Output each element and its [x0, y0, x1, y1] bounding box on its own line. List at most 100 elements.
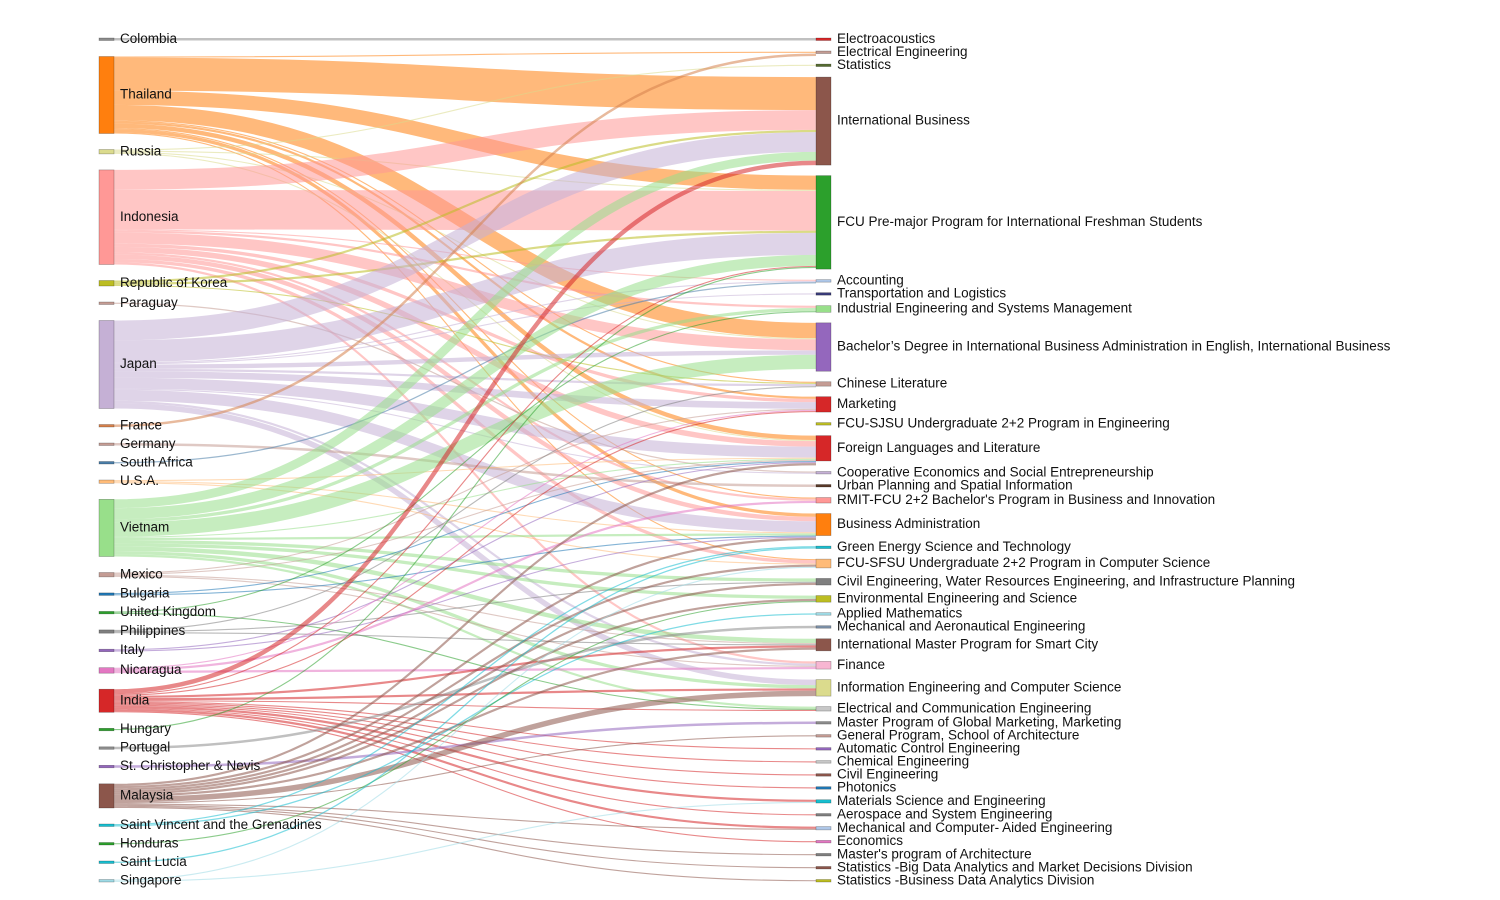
target-node-master-program-of-global-marketing-marketing[interactable]	[815, 721, 832, 725]
source-node-mexico[interactable]	[98, 572, 115, 578]
target-node-economics[interactable]	[815, 840, 832, 844]
source-node-south-africa[interactable]	[98, 461, 115, 465]
link-malaysia-to-information-engineering-and-computer-science	[113, 690, 817, 803]
source-node-vietnam[interactable]	[98, 498, 115, 557]
source-node-italy[interactable]	[98, 648, 115, 653]
source-node-republic-of-korea[interactable]	[98, 280, 115, 287]
target-label-chemical-engineering: Chemical Engineering	[837, 753, 969, 768]
target-node-automatic-control-engineering[interactable]	[815, 747, 832, 751]
link-india-to-chemical-engineering	[113, 702, 817, 763]
target-node-industrial-engineering-and-systems-management[interactable]	[815, 305, 832, 313]
source-node-saint-vincent-and-the-grenadines[interactable]	[98, 823, 115, 827]
target-node-finance[interactable]	[815, 661, 832, 670]
target-node-electrical-engineering[interactable]	[815, 50, 832, 54]
link-indonesia-to-industrial-engineering-and-systems-management	[113, 230, 817, 308]
source-label-japan: Japan	[120, 356, 157, 371]
source-node-japan[interactable]	[98, 320, 115, 409]
target-node-electroacoustics[interactable]	[815, 37, 832, 41]
target-node-civil-engineering-water-resources-engineering-and-infrastructure-planning[interactable]	[815, 578, 832, 586]
source-node-russia[interactable]	[98, 149, 115, 155]
sankey-nodes	[98, 37, 832, 883]
source-node-singapore[interactable]	[98, 879, 115, 883]
target-node-foreign-languages-and-literature[interactable]	[815, 435, 832, 462]
link-thailand-to-electrical-engineering	[113, 51, 817, 58]
target-label-statistics-big-data-analytics-and-market-decisions-division: Statistics -Big Data Analytics and Marke…	[837, 859, 1193, 874]
source-label-france: France	[120, 417, 162, 432]
source-node-bulgaria[interactable]	[98, 592, 115, 596]
source-node-thailand[interactable]	[98, 56, 115, 134]
target-node-master-s-program-of-architecture[interactable]	[815, 853, 832, 857]
target-node-applied-mathematics[interactable]	[815, 612, 832, 616]
link-saint-vincent-and-the-grenadines-to-green-energy-science-and-technology	[113, 546, 817, 826]
target-node-marketing[interactable]	[815, 396, 832, 413]
target-node-international-business[interactable]	[815, 76, 832, 166]
link-malaysia-to-business-administration	[113, 537, 817, 789]
target-node-information-engineering-and-computer-science[interactable]	[815, 679, 832, 697]
source-node-st-christopher-nevis[interactable]	[98, 764, 115, 769]
link-malaysia-to-master-s-program-of-architecture	[113, 804, 817, 856]
target-node-statistics[interactable]	[815, 63, 832, 67]
target-node-chemical-engineering[interactable]	[815, 760, 832, 764]
link-vietnam-to-fcu-pre-major-program-for-international-freshman-students	[113, 254, 817, 520]
link-japan-to-accounting	[113, 280, 817, 364]
link-thailand-to-foreign-languages-and-literature	[113, 123, 817, 441]
source-node-hungary[interactable]	[98, 727, 115, 732]
link-india-to-international-business	[113, 160, 817, 694]
source-node-colombia[interactable]	[98, 37, 115, 41]
target-label-master-s-program-of-architecture: Master's program of Architecture	[837, 846, 1032, 861]
source-node-indonesia[interactable]	[98, 169, 115, 265]
target-node-electrical-and-communication-engineering[interactable]	[815, 706, 832, 712]
target-node-fcu-sfsu-undergraduate-2-2-program-in-computer-science[interactable]	[815, 558, 832, 569]
target-label-international-business: International Business	[837, 113, 970, 128]
target-node-rmit-fcu-2-2-bachelor-s-program-in-business-and-innovation[interactable]	[815, 497, 832, 504]
source-node-saint-lucia[interactable]	[98, 860, 115, 864]
link-singapore-to-fcu-sfsu-undergraduate-2-2-program-in-computer-science	[113, 566, 817, 881]
source-label-saint-lucia: Saint Lucia	[120, 854, 187, 869]
link-singapore-to-materials-science-and-engineering	[113, 801, 817, 882]
target-label-mechanical-and-computer-aided-engineering: Mechanical and Computer- Aided Engineeri…	[837, 820, 1112, 835]
target-label-aerospace-and-system-engineering: Aerospace and System Engineering	[837, 806, 1052, 821]
target-node-statistics-big-data-analytics-and-market-decisions-division[interactable]	[815, 866, 832, 870]
target-node-bachelor-s-degree-in-international-business-administration-in-english-international-business[interactable]	[815, 322, 832, 372]
source-label-malaysia: Malaysia	[120, 787, 174, 802]
source-node-india[interactable]	[98, 688, 115, 713]
source-label-nicaragua: Nicaragua	[120, 662, 182, 677]
source-node-honduras[interactable]	[98, 842, 115, 846]
source-node-nicaragua[interactable]	[98, 667, 115, 674]
target-node-fcu-pre-major-program-for-international-freshman-students[interactable]	[815, 175, 832, 270]
target-node-chinese-literature[interactable]	[815, 381, 832, 387]
target-node-cooperative-economics-and-social-entrepreneurship[interactable]	[815, 471, 832, 475]
target-node-international-master-program-for-smart-city[interactable]	[815, 638, 832, 652]
target-node-urban-planning-and-spatial-information[interactable]	[815, 484, 832, 488]
source-node-u-s-a[interactable]	[98, 479, 115, 484]
target-node-accounting[interactable]	[815, 279, 832, 283]
link-nicaragua-to-marketing	[113, 409, 817, 669]
target-node-green-energy-science-and-technology[interactable]	[815, 545, 832, 549]
source-node-paraguay[interactable]	[98, 301, 115, 305]
target-node-fcu-sjsu-undergraduate-2-2-program-in-engineering[interactable]	[815, 422, 832, 426]
source-node-malaysia[interactable]	[98, 783, 115, 809]
link-japan-to-bachelor-s-degree-in-international-business-administration-in-english-international-business	[113, 350, 817, 369]
link-india-to-marketing	[113, 410, 817, 696]
source-label-hungary: Hungary	[120, 721, 171, 736]
source-node-germany[interactable]	[98, 442, 115, 446]
target-node-general-program-school-of-architecture[interactable]	[815, 734, 832, 738]
target-node-business-administration[interactable]	[815, 513, 832, 536]
target-node-statistics-business-data-analytics-division[interactable]	[815, 879, 832, 883]
target-node-materials-science-and-engineering[interactable]	[815, 799, 832, 804]
target-node-transportation-and-logistics[interactable]	[815, 292, 832, 296]
target-node-civil-engineering[interactable]	[815, 773, 832, 777]
source-label-bulgaria: Bulgaria	[120, 586, 170, 601]
link-india-to-fcu-pre-major-program-for-international-freshman-students	[113, 265, 817, 695]
source-node-portugal[interactable]	[98, 746, 115, 750]
source-node-united-kingdom[interactable]	[98, 611, 115, 615]
target-node-aerospace-and-system-engineering[interactable]	[815, 813, 832, 817]
source-node-philippines[interactable]	[98, 629, 115, 634]
source-node-france[interactable]	[98, 424, 115, 428]
target-node-environmental-engineering-and-science[interactable]	[815, 595, 832, 603]
target-node-mechanical-and-aeronautical-engineering[interactable]	[815, 625, 832, 629]
target-node-mechanical-and-computer-aided-engineering[interactable]	[815, 826, 832, 831]
link-bulgaria-to-foreign-languages-and-literature	[113, 460, 817, 595]
target-node-photonics[interactable]	[815, 786, 832, 790]
